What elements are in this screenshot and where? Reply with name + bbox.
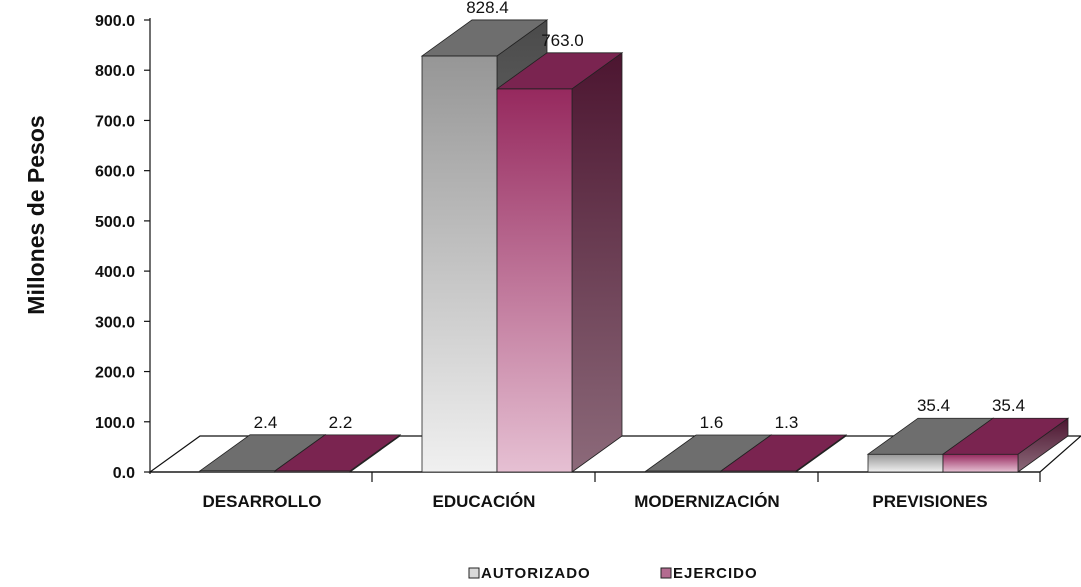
bar-ejercido-previsiones <box>941 417 1070 473</box>
bar-ejercido-desarrollo <box>273 434 402 473</box>
y-tick-label: 400.0 <box>95 264 135 281</box>
data-label: 763.0 <box>541 31 584 50</box>
data-label: 1.6 <box>700 413 724 432</box>
bar-ejercido-educación <box>495 52 624 473</box>
y-axis-label: Millones de Pesos <box>23 115 49 314</box>
category-label: EDUCACIÓN <box>433 492 536 511</box>
legend-label: EJERCIDO <box>673 565 758 582</box>
bar-top-face <box>941 417 1070 455</box>
data-label: 828.4 <box>466 0 509 17</box>
data-label: 2.4 <box>254 413 278 432</box>
category-label: DESARROLLO <box>203 492 322 511</box>
bar-front-face <box>867 453 944 473</box>
data-label: 35.4 <box>992 396 1025 415</box>
category-label: MODERNIZACIÓN <box>634 492 779 511</box>
legend-swatch <box>468 567 480 579</box>
legend-swatch <box>660 567 672 579</box>
y-tick-label: 0.0 <box>113 465 135 482</box>
data-label: 2.2 <box>329 413 353 432</box>
legend-item-autorizado: AUTORIZADO <box>468 565 591 582</box>
legend-item-ejercido: EJERCIDO <box>660 565 758 582</box>
bar-top-face <box>273 434 402 472</box>
y-tick-label: 200.0 <box>95 365 135 382</box>
y-tick-label: 300.0 <box>95 314 135 331</box>
bar-front-face <box>496 88 573 473</box>
bar-top-face <box>420 19 549 57</box>
bar-top-face <box>495 52 624 90</box>
y-tick-label: 500.0 <box>95 214 135 231</box>
bar-front-face <box>421 55 498 473</box>
y-tick-label: 600.0 <box>95 164 135 181</box>
bar-front-face <box>942 453 1019 473</box>
bar-side-face <box>571 52 623 473</box>
y-tick-label: 800.0 <box>95 63 135 80</box>
y-tick-label: 700.0 <box>95 113 135 130</box>
legend-label: AUTORIZADO <box>481 565 591 582</box>
data-label: 35.4 <box>917 396 950 415</box>
bar-top-face <box>719 434 848 472</box>
category-label: PREVISIONES <box>872 492 987 511</box>
bar-ejercido-modernización <box>719 434 848 473</box>
y-tick-label: 900.0 <box>95 13 135 30</box>
y-tick-label: 100.0 <box>95 415 135 432</box>
data-label: 1.3 <box>775 413 799 432</box>
